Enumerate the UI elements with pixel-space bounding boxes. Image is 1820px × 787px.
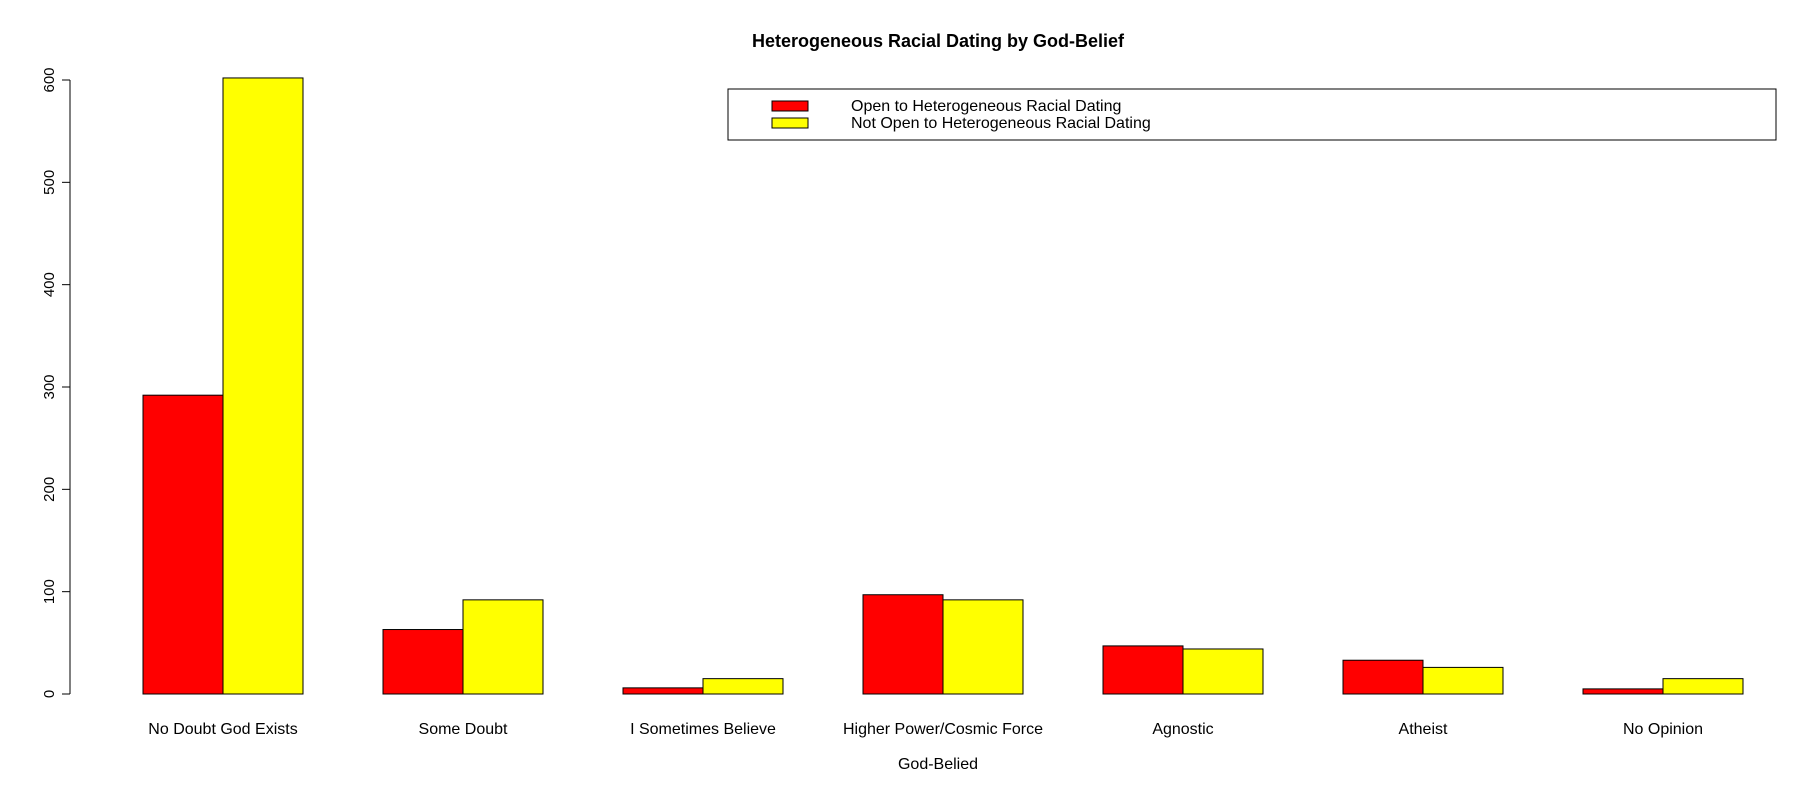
y-axis: 0 100 200 300 400 500 600 [41,67,71,698]
bars [142,77,1744,695]
bar [862,594,944,695]
bar [1662,678,1744,695]
x-tick-label: Higher Power/Cosmic Force [843,721,1043,738]
category-labels: No Doubt God Exists Some Doubt I Sometimes… [148,721,1703,738]
y-tick-label: 300 [41,374,58,399]
bar [1342,659,1424,695]
chart-title: Heterogeneous Racial Dating by God-Belie… [752,31,1125,51]
bar [1582,688,1664,695]
y-tick-label: 0 [41,690,58,698]
bar [1422,666,1504,695]
y-tick-label: 200 [41,477,58,502]
bar [142,394,224,695]
legend-label: Open to Heterogeneous Racial Dating [851,98,1121,115]
bar [462,599,544,695]
bar [222,77,304,695]
x-tick-label: No Opinion [1623,721,1703,738]
x-tick-label: No Doubt God Exists [148,721,297,738]
bar [382,629,464,695]
y-tick-label: 400 [41,272,58,297]
bar [1182,648,1264,695]
legend-swatch [771,117,809,129]
legend-box [727,88,1777,141]
x-tick-label: Some Doubt [419,721,508,738]
bar [942,599,1024,695]
x-tick-label: Atheist [1399,721,1448,738]
bar [622,687,704,695]
legend-label: Not Open to Heterogeneous Racial Dating [851,115,1151,132]
bar [702,678,784,695]
y-tick-label: 100 [41,579,58,604]
y-tick-label: 500 [41,170,58,195]
y-tick-label: 600 [41,67,58,92]
legend-swatch [771,100,809,112]
x-tick-label: I Sometimes Believe [630,721,776,738]
x-tick-label: Agnostic [1152,721,1213,738]
x-axis-label: God-Belied [898,756,978,773]
bar [1102,645,1184,695]
